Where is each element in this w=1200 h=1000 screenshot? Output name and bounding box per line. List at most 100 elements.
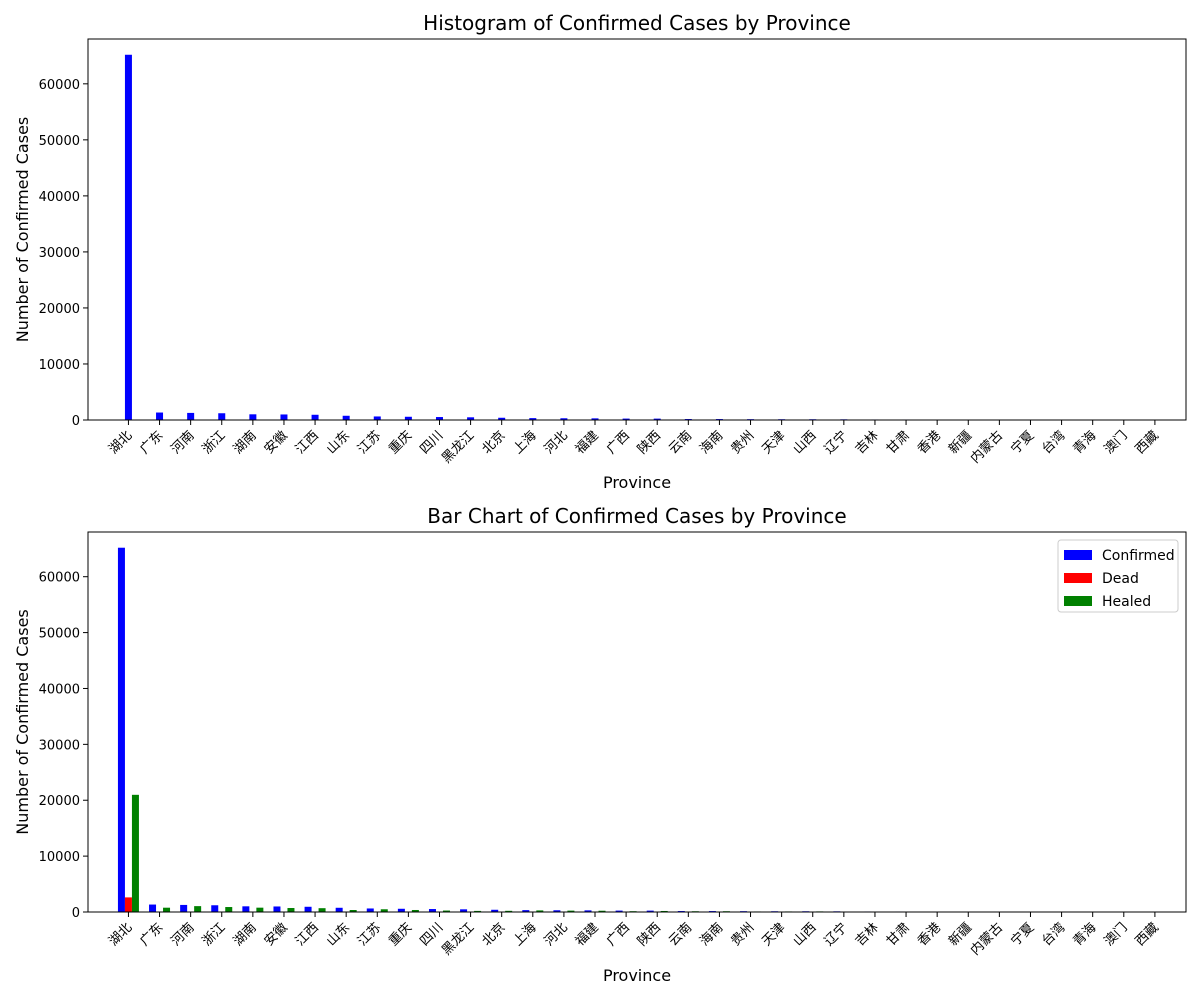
bar: [373, 416, 381, 420]
y-tick-label: 30000: [39, 246, 80, 261]
legend-swatch: [1064, 596, 1092, 606]
x-tick-label: 湖南: [230, 920, 260, 950]
x-tick-label: 天津: [759, 920, 788, 949]
x-tick-label: 台湾: [1039, 428, 1069, 458]
bar: [460, 909, 468, 912]
bar: [491, 909, 499, 912]
bar: [349, 910, 357, 912]
bar: [380, 909, 388, 912]
bar: [156, 412, 164, 420]
bar: [442, 910, 450, 912]
x-tick-label: 湖北: [106, 428, 135, 457]
x-tick-label: 广东: [137, 428, 166, 457]
y-tick-label: 50000: [39, 627, 80, 642]
bar: [474, 910, 482, 912]
x-tick-label: 黑龙江: [439, 428, 477, 466]
bar: [124, 54, 132, 420]
bar: [660, 910, 668, 912]
bar: [536, 910, 544, 912]
bar: [311, 414, 319, 420]
bar: [397, 908, 405, 912]
y-tick-label: 0: [72, 906, 80, 921]
x-tick-label: 安徽: [262, 920, 291, 949]
y-tick-label: 10000: [39, 850, 80, 865]
x-tick-label: 浙江: [200, 428, 229, 457]
x-tick-label: 甘肃: [884, 428, 913, 457]
legend-label: Dead: [1102, 571, 1139, 587]
x-tick-label: 安徽: [262, 428, 291, 457]
x-tick-label: 山西: [791, 920, 820, 949]
x-tick-label: 山东: [324, 920, 353, 949]
bar: [249, 414, 257, 420]
x-tick-label: 湖南: [230, 428, 260, 458]
x-tick-label: 广西: [604, 428, 633, 457]
y-tick-label: 10000: [39, 358, 80, 373]
y-tick-label: 40000: [39, 190, 80, 205]
x-tick-label: 西藏: [1133, 428, 1162, 457]
x-tick-label: 上海: [511, 428, 540, 457]
x-axis-label: Province: [603, 473, 671, 492]
bar: [646, 910, 654, 912]
x-tick-label: 香港: [915, 428, 944, 457]
bar: [225, 907, 233, 912]
y-tick-label: 20000: [39, 794, 80, 809]
y-tick-label: 0: [72, 414, 80, 429]
bar: [163, 907, 171, 912]
y-tick-label: 30000: [39, 738, 80, 753]
plot-frame: [87, 531, 1187, 913]
chart-title: Bar Chart of Confirmed Cases by Province: [427, 504, 846, 528]
bar: [522, 910, 530, 912]
y-tick-label: 60000: [39, 78, 80, 93]
x-tick-label: 贵州: [728, 428, 757, 457]
x-tick-label: 宁夏: [1008, 428, 1038, 458]
legend-swatch: [1064, 550, 1092, 560]
bar: [117, 547, 125, 912]
x-tick-label: 澳门: [1101, 920, 1131, 950]
x-tick-label: 青海: [1071, 920, 1100, 949]
y-axis-label: Number of Confirmed Cases: [13, 609, 32, 835]
bar: [304, 906, 312, 912]
bar: [553, 910, 561, 912]
bar: [366, 908, 374, 912]
bar: [318, 908, 326, 912]
x-tick-label: 贵州: [728, 920, 757, 949]
bar: [131, 794, 139, 912]
x-tick-label: 陕西: [635, 920, 664, 949]
x-tick-label: 湖北: [106, 920, 135, 949]
legend-swatch: [1064, 573, 1092, 583]
x-tick-label: 山西: [791, 428, 820, 457]
bar: [342, 415, 350, 420]
bar: [622, 418, 630, 420]
chart-title: Histogram of Confirmed Cases by Province: [423, 11, 851, 35]
chart-1: 0 10000 20000 30000 40000 50000 60000 湖北 广东 河南 浙江湖…: [13, 11, 1187, 492]
x-tick-label: 河北: [542, 920, 571, 949]
x-tick-label: 吉林: [853, 428, 882, 457]
bar: [404, 416, 412, 420]
x-tick-label: 河南: [168, 920, 198, 950]
x-tick-label: 浙江: [200, 920, 229, 949]
x-tick-label: 福建: [573, 428, 602, 457]
x-tick-label: 香港: [915, 920, 944, 949]
x-tick-label: 天津: [759, 428, 788, 457]
x-tick-label: 河北: [542, 428, 571, 457]
bar: [584, 910, 592, 912]
x-tick-label: 青海: [1071, 428, 1100, 457]
x-axis-label: Province: [603, 966, 671, 985]
y-tick-label: 20000: [39, 302, 80, 317]
x-tick-label: 内蒙古: [967, 428, 1006, 467]
bar: [560, 418, 568, 420]
x-tick-label: 江苏: [354, 920, 384, 950]
x-tick-label: 海南: [697, 428, 727, 458]
x-tick-label: 福建: [573, 920, 602, 949]
y-tick-label: 50000: [39, 134, 80, 149]
x-tick-label: 海南: [697, 920, 727, 950]
x-tick-label: 北京: [480, 920, 509, 949]
bar: [280, 414, 288, 420]
legend-label: Confirmed: [1102, 548, 1175, 564]
x-tick-label: 云南: [665, 428, 695, 458]
x-tick-label: 重庆: [385, 920, 415, 950]
x-tick-label: 广东: [137, 920, 166, 949]
x-tick-label: 辽宁: [821, 920, 851, 950]
x-tick-label: 江西: [293, 920, 322, 949]
x-tick-label: 澳门: [1101, 428, 1131, 458]
